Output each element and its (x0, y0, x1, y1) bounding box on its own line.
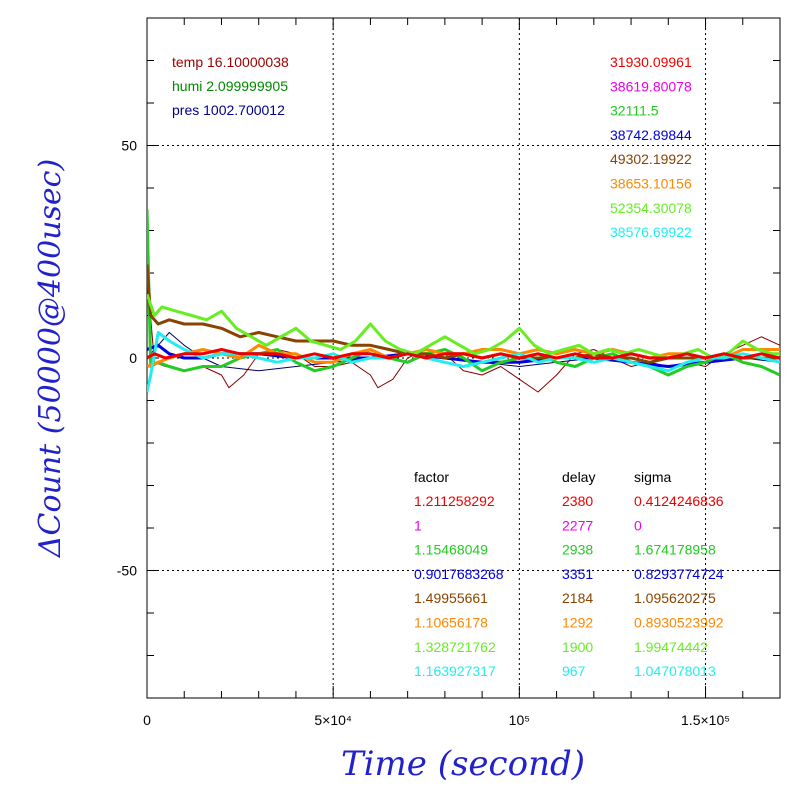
table-cell: 2380 (562, 493, 593, 509)
table-cell: 1292 (562, 615, 593, 631)
table-cell: 1.674178958 (634, 542, 716, 558)
y-axis-title: ΔCount (50000@400usec) (33, 159, 68, 558)
series-value-label: 38742.89844 (610, 127, 692, 143)
table-cell: 1900 (562, 639, 593, 655)
series-value-label: 38619.80078 (610, 78, 692, 94)
table-cell: 1.99474442 (634, 639, 708, 655)
annotations: temp 16.10000038 humi 2.099999905 pres 100… (172, 54, 724, 679)
table-cell: 3351 (562, 566, 593, 582)
table-header: delay (562, 469, 595, 485)
x-tick-label: 5×10⁴ (314, 712, 352, 728)
table-cell: 1.095620275 (634, 590, 716, 606)
table-cell: 967 (562, 663, 586, 679)
y-tick-label: 50 (121, 138, 137, 154)
x-tick-label: 0 (143, 712, 151, 728)
series-value-label: 32111.5 (610, 103, 659, 119)
series-value-label: 38576.69922 (610, 224, 692, 240)
env-label: temp 16.10000038 (172, 54, 289, 70)
table-cell: 0.4124246836 (634, 493, 724, 509)
x-tick-label: 1.5×10⁵ (681, 712, 730, 728)
table-cell: 1.047078013 (634, 663, 716, 679)
y-tick-label: 0 (129, 350, 137, 366)
table-cell: 0.8293774724 (634, 566, 724, 582)
table-header: factor (414, 469, 449, 485)
table-cell: 1.163927317 (414, 663, 496, 679)
table-cell: 0 (634, 517, 642, 533)
series-value-label: 31930.09961 (610, 54, 692, 70)
series-value-label: 52354.30078 (610, 200, 692, 216)
table-cell: 1.10656178 (414, 615, 488, 631)
table-cell: 2938 (562, 542, 593, 558)
series-line (147, 331, 780, 393)
series-line (147, 209, 780, 377)
table-cell: 1.49955661 (414, 590, 488, 606)
x-tick-label: 10⁵ (509, 712, 530, 728)
series-value-label: 49302.19922 (610, 151, 692, 167)
table-cell: 1 (414, 517, 422, 533)
env-label: pres 1002.700012 (172, 102, 285, 118)
series-value-label: 38653.10156 (610, 176, 692, 192)
table-cell: 0.9017683268 (414, 566, 504, 582)
table-cell: 2277 (562, 517, 593, 533)
y-tick-label: -50 (117, 563, 137, 579)
table-header: sigma (634, 469, 672, 485)
series-group (147, 209, 780, 393)
env-label: humi 2.099999905 (172, 78, 288, 94)
series-line (147, 348, 780, 360)
table-cell: 2184 (562, 590, 593, 606)
series-line (147, 293, 780, 360)
table-cell: 1.328721762 (414, 639, 496, 655)
table-cell: 1.211258292 (414, 493, 495, 509)
table-cell: 0.8930523992 (634, 615, 724, 631)
table-cell: 1.15468049 (414, 542, 488, 558)
x-axis-title: Time (second) (341, 744, 585, 784)
